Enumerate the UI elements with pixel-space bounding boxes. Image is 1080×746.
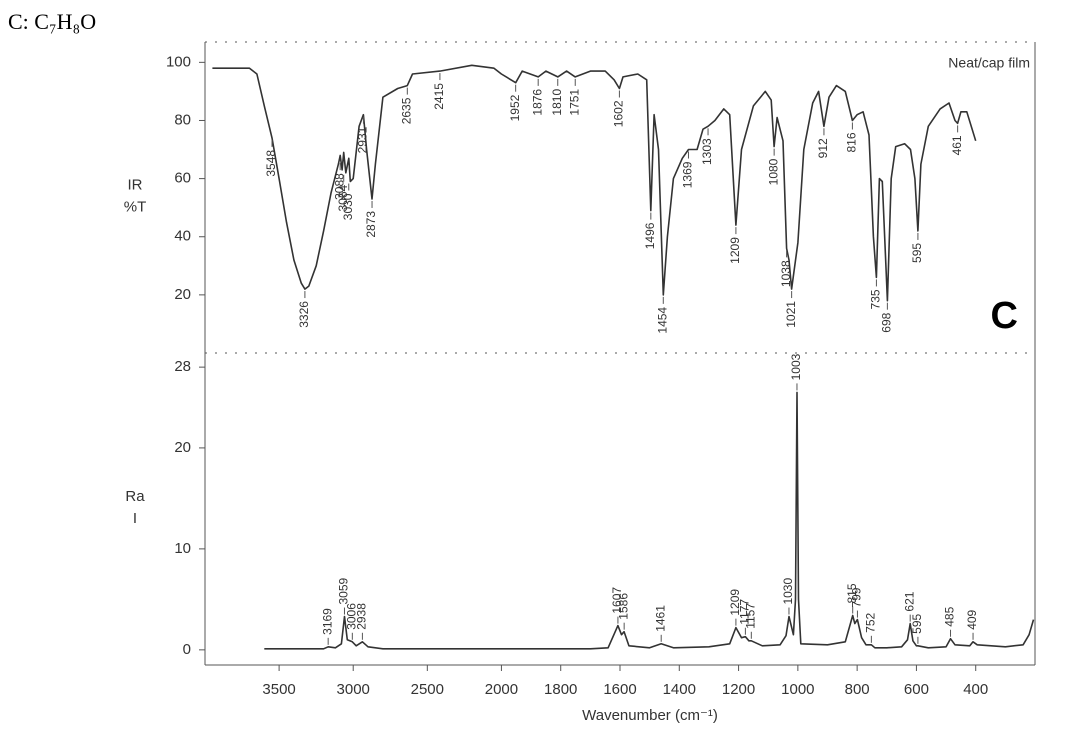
annotation: C <box>991 295 1018 337</box>
peak-label: 1602 <box>612 100 626 127</box>
x-axis-label: Wavenumber (cm⁻¹) <box>582 707 718 724</box>
peak-label: 3326 <box>297 301 311 328</box>
annotation: Neat/cap film <box>948 55 1030 71</box>
y-tick-label: 60 <box>174 170 191 187</box>
peak-label: 1209 <box>728 589 742 616</box>
y-tick-label: 20 <box>174 286 191 303</box>
peak-label: 1607 <box>610 587 624 614</box>
peak-label: 1157 <box>743 603 757 629</box>
peak-label: 1177 <box>738 599 752 625</box>
y-tick-label: 80 <box>174 111 191 128</box>
peak-label: 621 <box>902 591 916 611</box>
peak-label: 815 <box>845 583 859 603</box>
x-tick-label: 2500 <box>411 681 444 698</box>
peak-label: 409 <box>965 609 979 629</box>
peak-label: 461 <box>950 135 964 155</box>
x-tick-label: 800 <box>845 681 870 698</box>
peak-label: 3006 <box>344 603 358 630</box>
y-tick-label: 0 <box>183 641 191 658</box>
peak-label: 1369 <box>681 161 695 188</box>
peak-label: 595 <box>910 243 924 263</box>
peak-label: 1303 <box>700 138 714 165</box>
peak-label: 799 <box>850 587 864 607</box>
peak-label: 2873 <box>364 211 378 238</box>
peak-label: 1952 <box>508 94 522 121</box>
x-tick-label: 1800 <box>544 681 577 698</box>
x-tick-label: 400 <box>963 681 988 698</box>
x-tick-label: 1000 <box>781 681 814 698</box>
y-axis-label: I <box>133 510 137 527</box>
peak-label: 3169 <box>320 608 334 635</box>
peak-label: 3030 <box>341 193 355 220</box>
peak-label: 1751 <box>567 89 581 116</box>
y-tick-label: 10 <box>174 540 191 557</box>
peak-label: 816 <box>845 132 859 152</box>
peak-label: 1461 <box>653 605 667 632</box>
peak-label: 1030 <box>781 578 795 605</box>
peak-label: 1080 <box>766 158 780 185</box>
peak-label: 3059 <box>337 578 351 605</box>
peak-label: 735 <box>869 289 883 309</box>
x-tick-label: 2000 <box>485 681 518 698</box>
y-tick-label: 40 <box>174 228 191 245</box>
x-tick-label: 1200 <box>722 681 755 698</box>
peak-label: 2931 <box>356 126 370 153</box>
y-axis-label: IR <box>128 176 143 193</box>
peak-label: 1003 <box>789 353 803 380</box>
peak-label: 3088 <box>332 173 346 200</box>
spectrum-line <box>264 391 1035 650</box>
x-tick-label: 3000 <box>337 681 370 698</box>
peak-label: 752 <box>864 612 878 632</box>
peak-label: 2415 <box>432 83 446 110</box>
x-tick-label: 3500 <box>262 681 295 698</box>
y-tick-label: 28 <box>174 358 191 375</box>
peak-label: 1496 <box>643 222 657 249</box>
peak-label: 1209 <box>728 237 742 264</box>
peak-label: 595 <box>910 613 924 633</box>
x-tick-label: 600 <box>904 681 929 698</box>
peak-label: 912 <box>816 138 830 158</box>
spectrum-line <box>212 64 977 302</box>
chart-title: C: C₇H₈O <box>8 9 96 34</box>
peak-label: 2938 <box>355 603 369 630</box>
peak-label: 1021 <box>784 301 798 328</box>
peak-label: 1876 <box>530 89 544 116</box>
x-tick-label: 1400 <box>663 681 696 698</box>
y-axis-label: %T <box>124 198 147 215</box>
peak-label: 1810 <box>550 89 564 116</box>
peak-label: 3064 <box>336 184 350 211</box>
peak-label: 1586 <box>616 593 630 620</box>
peak-label: 3548 <box>264 150 278 177</box>
y-tick-label: 100 <box>166 53 191 70</box>
y-tick-label: 20 <box>174 439 191 456</box>
peak-label: 1038 <box>779 260 793 287</box>
peak-label: 1454 <box>655 307 669 334</box>
y-axis-label: Ra <box>125 488 145 505</box>
x-tick-label: 1600 <box>603 681 636 698</box>
peak-label: 2635 <box>399 97 413 124</box>
peak-label: 485 <box>943 606 957 626</box>
peak-label: 698 <box>880 312 894 332</box>
